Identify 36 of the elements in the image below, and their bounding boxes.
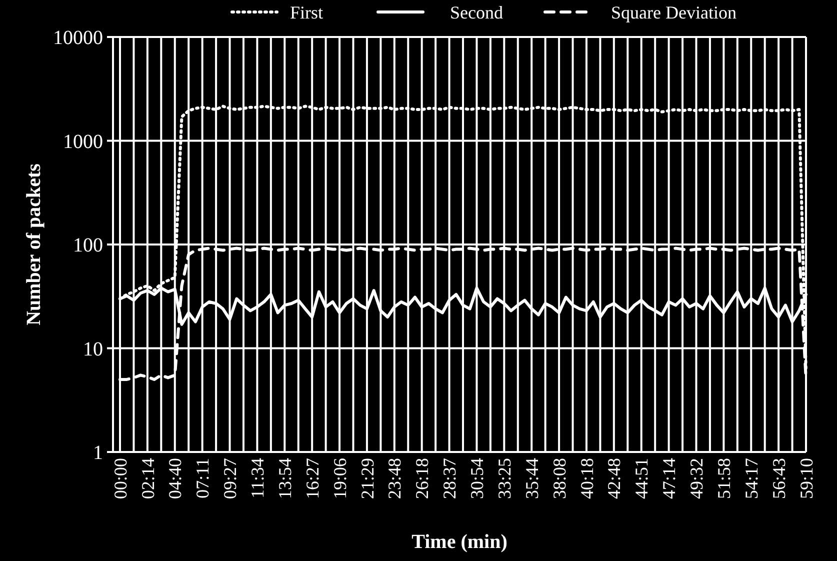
y-tick-label: 10 (83, 338, 103, 360)
x-tick-label: 54:17 (741, 458, 762, 500)
x-tick-label: 59:10 (796, 458, 816, 500)
legend-label: Square Deviation (611, 2, 736, 22)
x-tick-label: 11:34 (248, 458, 268, 498)
x-tick-label: 21:29 (357, 458, 378, 500)
x-tick-label: 40:18 (576, 458, 597, 500)
y-tick-label: 100 (73, 234, 103, 256)
y-tick-label: 10000 (53, 27, 103, 49)
legend-label: Second (450, 2, 503, 22)
x-tick-label: 28:37 (440, 458, 460, 500)
x-tick-label: 13:54 (274, 458, 295, 500)
legend-label: First (290, 2, 324, 22)
x-tick-label: 42:48 (604, 458, 624, 500)
y-axis-title: Number of packets (23, 163, 45, 326)
x-tick-label: 38:08 (549, 458, 570, 500)
x-tick-label: 04:40 (165, 458, 186, 500)
x-tick-label: 56:43 (768, 458, 789, 500)
x-tick-label: 33:25 (494, 458, 514, 500)
y-tick-label: 1000 (63, 130, 103, 153)
x-tick-label: 47:14 (659, 458, 680, 500)
x-tick-label: 02:14 (138, 458, 158, 500)
x-tick-label: 26:18 (412, 458, 432, 500)
x-tick-label: 35:44 (522, 458, 542, 500)
x-tick-label: 30:54 (467, 458, 488, 500)
x-tick-label: 16:27 (302, 458, 322, 500)
x-tick-label: 44:51 (632, 458, 652, 500)
x-tick-label: 07:11 (192, 458, 213, 498)
x-tick-label: 09:27 (220, 458, 240, 500)
x-tick-label: 00:00 (110, 458, 130, 500)
x-axis-title: Time (min) (412, 531, 508, 553)
x-tick-label: 49:32 (686, 458, 707, 500)
x-tick-label: 51:58 (714, 458, 734, 500)
y-tick-label: 1 (93, 442, 103, 464)
x-tick-label: 19:06 (330, 458, 350, 500)
x-tick-label: 23:48 (384, 458, 405, 500)
